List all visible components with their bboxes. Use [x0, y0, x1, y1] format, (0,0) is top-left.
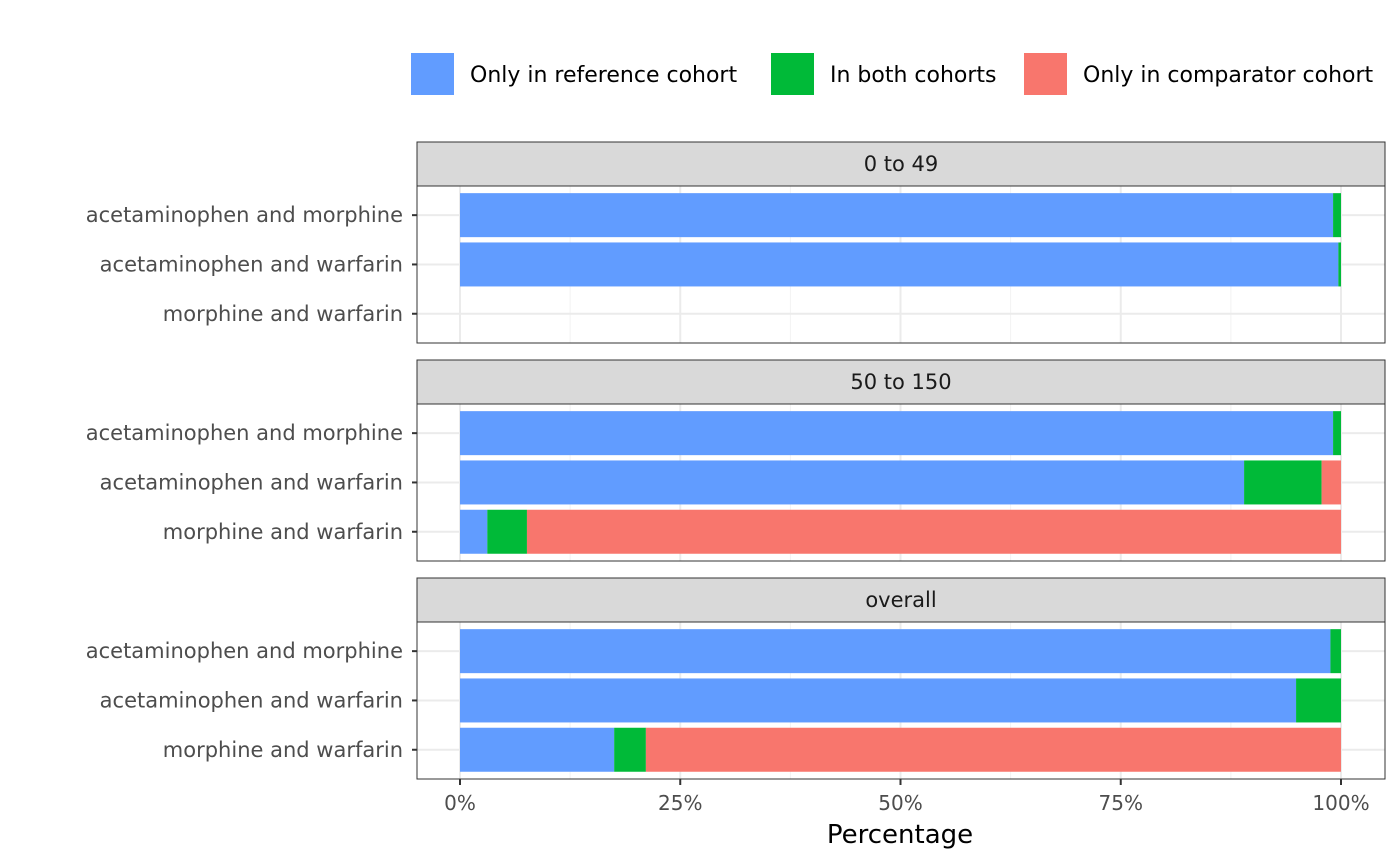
bar-overall-1-0	[460, 678, 1297, 723]
facet-panels: 0 to 49 acetaminophen and morphine acetami…	[86, 141, 1386, 780]
y-tick-label: acetaminophen and morphine	[86, 421, 403, 445]
x-tick-label: 50%	[878, 791, 922, 815]
x-tick-label: 100%	[1312, 791, 1369, 815]
y-tick-label: acetaminophen and warfarin	[100, 252, 403, 276]
facet-strip	[416, 577, 1386, 623]
bar-0-to-49-0-1	[1333, 193, 1341, 238]
legend-key-0	[411, 53, 454, 95]
bar-0-to-49-0-0	[460, 193, 1334, 238]
y-tick-label: acetaminophen and warfarin	[100, 688, 403, 712]
facet-panel-1: 50 to 150 acetaminophen and morphine aceta…	[86, 359, 1386, 562]
bar-overall-0-1	[1330, 629, 1341, 674]
facet-strip	[416, 359, 1386, 405]
bar-50-to-150-1-1	[1244, 460, 1322, 505]
bar-50-to-150-0-1	[1333, 411, 1341, 456]
y-tick-label: morphine and warfarin	[163, 302, 403, 326]
bar-50-to-150-2-1	[487, 509, 527, 554]
bar-overall-2-1	[614, 727, 646, 772]
facet-panel-2: overall acetaminophen and morphine acetami…	[86, 577, 1386, 780]
legend-label-0: Only in reference cohort	[470, 63, 737, 88]
bar-0-to-49-1-1	[1338, 242, 1341, 287]
legend-label-2: Only in comparator cohort	[1083, 63, 1374, 88]
y-tick-label: acetaminophen and warfarin	[100, 470, 403, 494]
bar-50-to-150-1-0	[460, 460, 1245, 505]
bar-50-to-150-0-0	[460, 411, 1334, 456]
bar-overall-0-0	[460, 629, 1331, 674]
legend-key-2	[1024, 53, 1067, 95]
facet-strip	[416, 141, 1386, 187]
legend-key-1	[771, 53, 814, 95]
y-tick-label: morphine and warfarin	[163, 520, 403, 544]
bar-overall-2-0	[460, 727, 615, 772]
panel-border	[416, 185, 1386, 344]
bar-50-to-150-1-2	[1321, 460, 1341, 505]
legend: Only in reference cohort In both cohorts O…	[411, 53, 1374, 95]
x-tick-label: 0%	[444, 791, 476, 815]
facet-strip-label: overall	[865, 588, 936, 612]
bar-50-to-150-2-0	[460, 509, 488, 554]
facet-strip-label: 0 to 49	[864, 152, 939, 176]
bar-50-to-150-2-2	[526, 509, 1341, 554]
y-tick-label: acetaminophen and morphine	[86, 639, 403, 663]
y-tick-label: morphine and warfarin	[163, 738, 403, 762]
facet-strip-label: 50 to 150	[850, 370, 951, 394]
x-tick-label: 75%	[1099, 791, 1143, 815]
panel-border	[416, 403, 1386, 562]
legend-label-1: In both cohorts	[830, 63, 997, 88]
facet-panel-0: 0 to 49 acetaminophen and morphine acetami…	[86, 141, 1386, 344]
bar-0-to-49-1-0	[460, 242, 1339, 287]
x-axis: 0% 25% 50% 75% 100%	[444, 779, 1370, 815]
x-axis-title: Percentage	[827, 820, 973, 850]
bar-overall-2-2	[645, 727, 1341, 772]
bar-overall-1-1	[1296, 678, 1341, 723]
x-tick-label: 25%	[658, 791, 702, 815]
y-tick-label: acetaminophen and morphine	[86, 203, 403, 227]
